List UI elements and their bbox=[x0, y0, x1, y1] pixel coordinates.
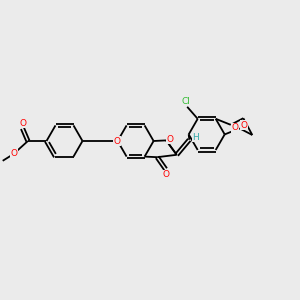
Text: O: O bbox=[163, 170, 170, 179]
Text: O: O bbox=[240, 121, 247, 130]
Text: O: O bbox=[113, 136, 121, 146]
Text: O: O bbox=[11, 148, 18, 158]
Text: O: O bbox=[231, 123, 239, 132]
Text: O: O bbox=[167, 135, 174, 144]
Text: H: H bbox=[193, 133, 199, 142]
Text: O: O bbox=[20, 118, 27, 127]
Text: Cl: Cl bbox=[182, 97, 190, 106]
